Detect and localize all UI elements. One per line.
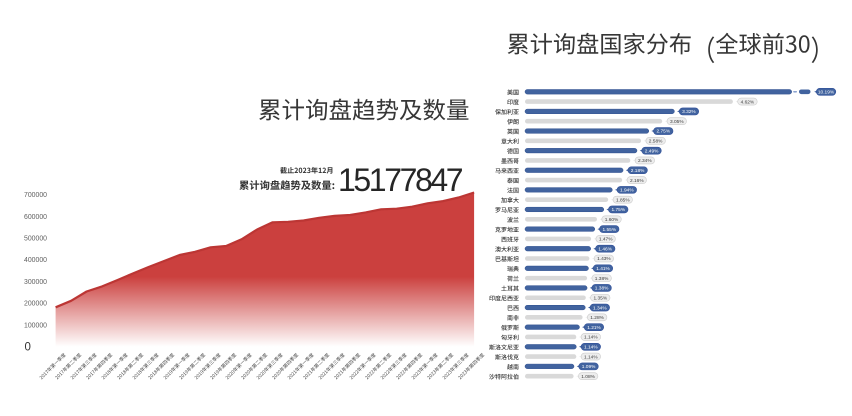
svg-text:600000: 600000	[24, 214, 47, 221]
svg-text:1.46%: 1.46%	[598, 246, 612, 252]
svg-text:1.75%: 1.75%	[611, 207, 625, 213]
svg-text:2.34%: 2.34%	[638, 158, 652, 164]
svg-text:1.09%: 1.09%	[582, 364, 596, 370]
svg-text:2.49%: 2.49%	[645, 148, 659, 154]
svg-text:15177847: 15177847	[338, 162, 463, 198]
svg-text:300000: 300000	[24, 279, 47, 286]
svg-text:2.58%: 2.58%	[649, 139, 663, 145]
svg-text:3.32%: 3.32%	[682, 109, 696, 115]
svg-text:2.18%: 2.18%	[631, 168, 645, 174]
svg-text:2.75%: 2.75%	[656, 129, 670, 135]
svg-text:4.62%: 4.62%	[741, 99, 755, 105]
svg-text:700000: 700000	[24, 192, 47, 199]
svg-text:200000: 200000	[24, 301, 47, 308]
svg-text:400000: 400000	[24, 257, 47, 264]
svg-text:100000: 100000	[24, 322, 47, 329]
svg-text:1.38%: 1.38%	[595, 286, 609, 292]
svg-text:1.08%: 1.08%	[581, 374, 595, 380]
svg-text:1.41%: 1.41%	[596, 266, 610, 272]
svg-text:10.19%: 10.19%	[818, 90, 835, 96]
svg-text:1.35%: 1.35%	[593, 295, 607, 301]
svg-text:1.28%: 1.28%	[590, 315, 604, 321]
svg-text:1.38%: 1.38%	[595, 276, 609, 282]
svg-text:1.85%: 1.85%	[616, 197, 630, 203]
svg-text:1.34%: 1.34%	[593, 305, 607, 311]
svg-text:1.60%: 1.60%	[605, 217, 619, 223]
svg-text:1.55%: 1.55%	[602, 227, 616, 233]
svg-text:1.14%: 1.14%	[584, 335, 598, 341]
svg-text:2.16%: 2.16%	[630, 178, 644, 184]
svg-text:1.47%: 1.47%	[599, 237, 613, 243]
svg-text:1.21%: 1.21%	[587, 325, 601, 331]
svg-text:1.43%: 1.43%	[597, 256, 611, 262]
svg-text:3.05%: 3.05%	[670, 119, 684, 125]
svg-text:1.14%: 1.14%	[584, 344, 598, 350]
svg-text:0: 0	[25, 342, 31, 354]
svg-text:1.14%: 1.14%	[584, 354, 598, 360]
svg-text:500000: 500000	[24, 236, 47, 243]
svg-text:1.94%: 1.94%	[620, 188, 634, 194]
